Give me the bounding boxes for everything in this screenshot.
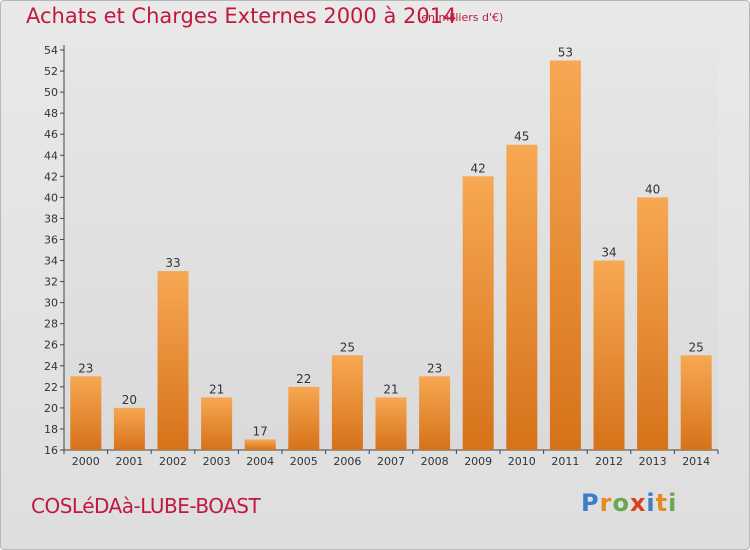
logo-letter: i xyxy=(668,489,678,517)
bar-2003 xyxy=(201,397,233,450)
x-tick-label: 2009 xyxy=(464,455,492,468)
logo-letter: P xyxy=(581,489,600,517)
bar-2008 xyxy=(419,376,451,450)
y-tick-label: 20 xyxy=(44,402,58,415)
proxiti-logo: Proxiti xyxy=(581,489,677,517)
bar-2005 xyxy=(288,386,320,450)
y-tick-label: 54 xyxy=(44,44,58,57)
y-tick-label: 32 xyxy=(44,276,58,289)
y-tick-label: 30 xyxy=(44,297,58,310)
bar-2012 xyxy=(593,260,625,450)
y-tick-label: 26 xyxy=(44,339,58,352)
bar-2006 xyxy=(331,355,363,450)
value-label-2006: 25 xyxy=(340,340,355,354)
bar-2013 xyxy=(637,197,669,450)
x-tick-label: 2011 xyxy=(551,455,579,468)
value-label-2011: 53 xyxy=(558,46,573,60)
y-tick-label: 42 xyxy=(44,170,58,183)
bar-2011 xyxy=(549,60,581,451)
x-tick-label: 2002 xyxy=(159,455,187,468)
bar-2010 xyxy=(506,144,538,450)
commune-name: COSLéDAà-LUBE-BOAST xyxy=(31,494,261,518)
logo-letter: i xyxy=(646,489,656,517)
bar-2004 xyxy=(244,439,276,450)
value-label-2013: 40 xyxy=(645,182,660,196)
logo-letter: o xyxy=(612,489,630,517)
bar-2002 xyxy=(157,271,189,450)
value-label-2008: 23 xyxy=(427,361,442,375)
x-tick-label: 2007 xyxy=(377,455,405,468)
bar-2009 xyxy=(462,176,494,450)
logo-letter: x xyxy=(629,489,647,517)
y-tick-label: 18 xyxy=(44,423,58,436)
y-tick-label: 22 xyxy=(44,381,58,394)
value-label-2000: 23 xyxy=(78,361,93,375)
bar-2000 xyxy=(70,376,102,450)
y-tick-label: 16 xyxy=(44,444,58,457)
y-tick-label: 34 xyxy=(44,255,58,268)
x-tick-label: 2004 xyxy=(246,455,274,468)
x-tick-label: 2000 xyxy=(72,455,100,468)
y-tick-label: 48 xyxy=(44,107,58,120)
y-tick-label: 38 xyxy=(44,212,58,225)
value-label-2003: 21 xyxy=(209,382,224,396)
y-tick-label: 52 xyxy=(44,65,58,78)
x-tick-label: 2010 xyxy=(508,455,536,468)
bar-2001 xyxy=(113,407,145,450)
y-tick-label: 40 xyxy=(44,191,58,204)
value-label-2001: 20 xyxy=(122,393,137,407)
x-tick-label: 2014 xyxy=(682,455,710,468)
value-label-2004: 17 xyxy=(253,424,268,438)
value-label-2009: 42 xyxy=(471,161,486,175)
x-tick-label: 2013 xyxy=(639,455,667,468)
logo-letter: r xyxy=(599,489,613,517)
value-label-2014: 25 xyxy=(689,340,704,354)
value-label-2007: 21 xyxy=(383,382,398,396)
logo-letter: t xyxy=(655,489,669,517)
x-tick-label: 2006 xyxy=(333,455,361,468)
y-tick-label: 24 xyxy=(44,360,58,373)
x-tick-label: 2005 xyxy=(290,455,318,468)
y-tick-label: 44 xyxy=(44,149,58,162)
value-label-2002: 33 xyxy=(165,256,180,270)
value-label-2010: 45 xyxy=(514,130,529,144)
y-tick-label: 28 xyxy=(44,318,58,331)
bar-2007 xyxy=(375,397,407,450)
x-tick-label: 2001 xyxy=(115,455,143,468)
bar-2014 xyxy=(680,355,712,450)
chart-bars xyxy=(70,60,712,451)
chart-title: Achats et Charges Externes 2000 à 2014 xyxy=(26,4,457,28)
y-tick-label: 50 xyxy=(44,86,58,99)
value-label-2005: 22 xyxy=(296,372,311,386)
chart-unit: (en milliers d'€) xyxy=(417,11,504,24)
y-tick-label: 36 xyxy=(44,233,58,246)
x-tick-label: 2003 xyxy=(203,455,231,468)
y-tick-label: 46 xyxy=(44,128,58,141)
x-tick-label: 2008 xyxy=(421,455,449,468)
x-tick-label: 2012 xyxy=(595,455,623,468)
chart-labels: 2000 23 2001 20 2002 33 2003 21 2004 17 2005 22 2006… xyxy=(72,46,710,468)
value-label-2012: 34 xyxy=(601,246,616,260)
